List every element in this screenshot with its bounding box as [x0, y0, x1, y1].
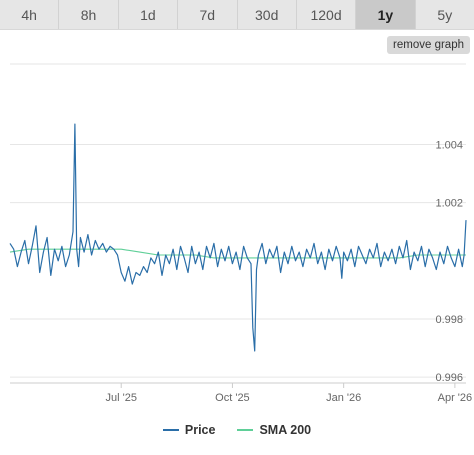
timeframe-tabs: 4h 8h 1d 7d 30d 120d 1y 5y: [0, 0, 474, 30]
remove-graph-button[interactable]: remove graph: [387, 36, 470, 54]
tab-5y[interactable]: 5y: [437, 6, 453, 23]
x-tick-label: Oct '25: [215, 392, 250, 404]
legend-label-sma: SMA 200: [259, 423, 312, 437]
x-tick-label: Apr '26: [438, 392, 473, 404]
chart-legend: Price SMA 200: [0, 420, 474, 440]
tab-120d[interactable]: 120d: [297, 0, 357, 29]
x-tick-label: Jan '26: [326, 392, 361, 404]
y-tick-label: 0.998: [435, 314, 463, 326]
y-tick-label: 1.004: [435, 139, 463, 151]
price-series-line: [9, 123, 467, 352]
tab-1y[interactable]: 1y: [356, 0, 416, 29]
tab-7d[interactable]: 7d: [178, 0, 238, 29]
legend-item-sma[interactable]: SMA 200: [237, 423, 311, 437]
sma-line-swatch: [237, 429, 254, 431]
tab-4h[interactable]: 4h: [0, 0, 60, 29]
price-chart: 0.996 0.998 1.002 1.004 Jul '25 Oct '25 Jan '2…: [9, 63, 473, 404]
tab-30d[interactable]: 30d: [238, 0, 297, 29]
x-tick-label: Jul '25: [105, 392, 136, 404]
price-line-swatch: [162, 429, 179, 431]
y-tick-label: 0.996: [435, 372, 463, 384]
y-tick-label: 1.002: [435, 198, 463, 210]
tab-1d[interactable]: 1d: [119, 0, 179, 29]
tab-8h[interactable]: 8h: [59, 0, 119, 29]
legend-item-price[interactable]: Price: [162, 423, 216, 437]
legend-label-price: Price: [184, 423, 216, 437]
